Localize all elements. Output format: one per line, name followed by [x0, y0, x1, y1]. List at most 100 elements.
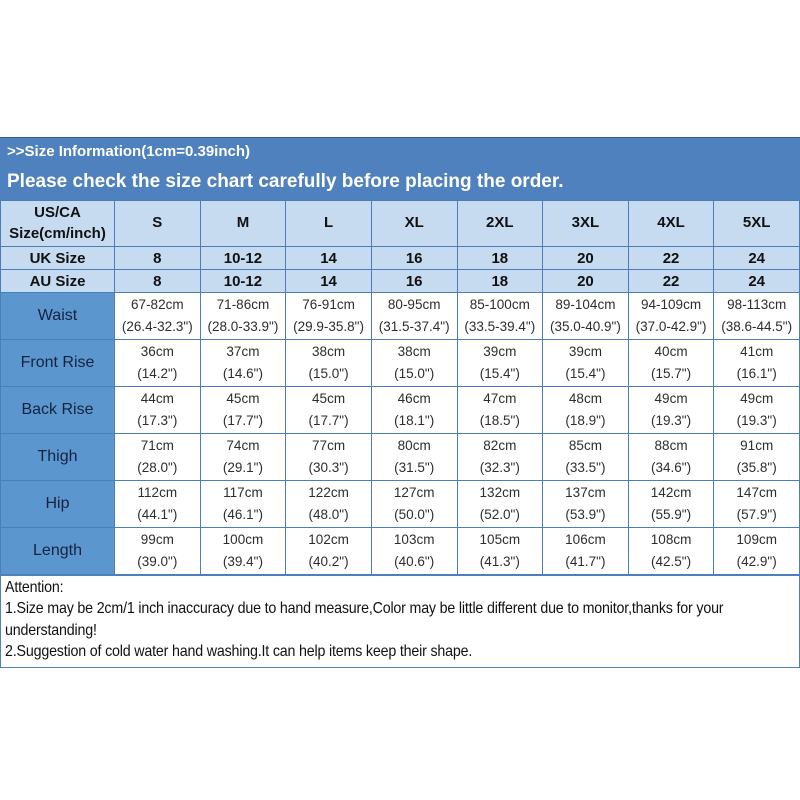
size-number-cell: 20: [542, 269, 629, 293]
uk-size-row: UK Size 8 10-12 14 16 18 20 22 24: [0, 246, 800, 270]
measurement-cm: 147cm: [736, 485, 777, 501]
measurement-cm: 45cm: [312, 391, 346, 407]
row-label-waist: Waist: [0, 292, 115, 340]
size-col-header: L: [285, 200, 372, 247]
size-chart-content: >>Size Information(1cm=0.39inch) Please …: [0, 137, 800, 669]
measurement-cell: 39cm (15.4"): [456, 339, 544, 387]
measurement-cell: 85-100cm (33.5-39.4"): [456, 292, 544, 340]
measurement-cell: 147cm (57.9"): [713, 480, 800, 528]
measurement-inch: (35.0-40.9"): [550, 319, 621, 334]
measurement-cm: 99cm: [140, 532, 174, 548]
measurement-cell: 100cm (39.4"): [199, 527, 287, 575]
measure-row-waist: Waist 67-82cm (26.4-32.3") 71-86cm (28.0-33.…: [0, 292, 800, 340]
measurement-cm: 91cm: [740, 438, 774, 454]
measurement-inch: (33.5-39.4"): [464, 319, 536, 334]
measurement-cm: 106cm: [565, 532, 606, 548]
measurement-inch: (52.0"): [479, 507, 520, 522]
measurement-inch: (31.5-37.4"): [378, 319, 450, 334]
measurement-inch: (30.3"): [308, 460, 349, 475]
measurement-cm: 82cm: [483, 438, 517, 454]
row-label-thigh: Thigh: [0, 433, 115, 481]
measurement-cell: 38cm (15.0"): [370, 339, 458, 387]
measurement-cell: 89-104cm (35.0-40.9"): [542, 292, 629, 340]
measurement-cell: 45cm (17.7"): [285, 386, 372, 434]
size-col-header: M: [199, 200, 287, 247]
measurement-cm: 48cm: [568, 391, 602, 407]
measurement-inch: (39.4"): [222, 554, 263, 569]
measurement-cm: 137cm: [565, 485, 606, 501]
size-col-header: 2XL: [456, 200, 544, 247]
measurement-cm: 85cm: [568, 438, 602, 454]
measurement-cm: 88cm: [654, 438, 688, 454]
measurement-inch: (17.7"): [308, 413, 349, 428]
measurement-cm: 108cm: [650, 532, 692, 548]
measurement-inch: (50.0"): [394, 507, 435, 522]
measurement-cm: 36cm: [140, 344, 174, 360]
measurement-inch: (31.5"): [394, 460, 435, 475]
measure-row-front-rise: Front Rise 36cm (14.2") 37cm (14.6") 38cm (15.…: [0, 339, 800, 387]
size-number-cell: 14: [285, 269, 372, 293]
measurement-cell: 80-95cm (31.5-37.4"): [370, 292, 458, 340]
measurement-cm: 76-91cm: [302, 297, 355, 313]
measurement-cm: 77cm: [312, 438, 346, 454]
measurement-inch: (57.9"): [736, 507, 777, 522]
measurement-cm: 49cm: [740, 391, 774, 407]
measurement-cell: 132cm (52.0"): [456, 480, 544, 528]
measurement-cell: 82cm (32.3"): [456, 433, 544, 481]
measurement-cell: 76-91cm (29.9-35.8"): [285, 292, 372, 340]
measurement-cell: 99cm (39.0"): [114, 527, 201, 575]
attention-note-2: 2.Suggestion of cold water hand washing.…: [5, 642, 473, 660]
measurement-cm: 40cm: [654, 344, 688, 360]
measurement-cell: 49cm (19.3"): [627, 386, 715, 434]
measurement-cell: 38cm (15.0"): [285, 339, 372, 387]
size-info-header: >>Size Information(1cm=0.39inch): [0, 137, 800, 165]
measurement-inch: (18.9"): [565, 413, 606, 428]
row-label-front-rise: Front Rise: [0, 339, 115, 387]
measurement-inch: (40.6"): [394, 554, 435, 569]
row-label-hip: Hip: [0, 480, 115, 528]
measurement-inch: (40.2"): [308, 554, 349, 569]
notice-banner: Please check the size chart carefully be…: [0, 165, 800, 200]
measure-row-hip: Hip 112cm (44.1") 117cm (46.1") 122cm (48.0") 1…: [0, 480, 800, 528]
measurement-cm: 109cm: [736, 532, 777, 548]
measurement-inch: (34.6"): [651, 460, 692, 475]
measurement-cell: 41cm (16.1"): [713, 339, 800, 387]
measurement-cm: 49cm: [654, 391, 688, 407]
measurement-cm: 44cm: [140, 391, 174, 407]
measurement-inch: (55.9"): [651, 507, 692, 522]
measurement-inch: (53.9"): [565, 507, 606, 522]
measurement-cm: 89-104cm: [555, 297, 616, 313]
measurement-inch: (33.5"): [565, 460, 606, 475]
measurement-inch: (29.9-35.8"): [293, 319, 364, 334]
measurement-inch: (42.5"): [651, 554, 692, 569]
measurement-inch: (26.4-32.3"): [121, 319, 193, 334]
measurement-cm: 71-86cm: [216, 297, 270, 313]
measurement-inch: (44.1"): [137, 507, 178, 522]
measurement-cell: 103cm (40.6"): [370, 527, 458, 575]
size-number-cell: 22: [627, 269, 715, 293]
measurement-cell: 142cm (55.9"): [627, 480, 715, 528]
measurement-inch: (48.0"): [308, 507, 349, 522]
measurement-inch: (46.1"): [222, 507, 263, 522]
measurement-cell: 71-86cm (28.0-33.9"): [199, 292, 287, 340]
measurement-cm: 100cm: [222, 532, 264, 548]
measurement-cell: 105cm (41.3"): [456, 527, 544, 575]
measurement-cm: 85-100cm: [469, 297, 530, 313]
measurement-inch: (39.0"): [137, 554, 178, 569]
measurement-cm: 46cm: [397, 391, 431, 407]
measurement-cm: 41cm: [740, 344, 774, 360]
measurement-cell: 71cm (28.0"): [114, 433, 201, 481]
measurement-inch: (41.3"): [479, 554, 520, 569]
measurement-cell: 40cm (15.7"): [627, 339, 715, 387]
size-number-cell: 16: [370, 269, 458, 293]
measurement-cm: 94-109cm: [641, 297, 702, 313]
attention-text: Attention: 1.Size may be 2cm/1 inch inac…: [5, 577, 796, 662]
measurement-cell: 36cm (14.2"): [114, 339, 201, 387]
corner-line1: US/CA: [34, 204, 81, 222]
size-number-cell: 18: [456, 246, 544, 270]
measurement-cm: 39cm: [483, 344, 517, 360]
measurement-inch: (35.8"): [736, 460, 777, 475]
measurement-cell: 77cm (30.3"): [285, 433, 372, 481]
measurement-cm: 39cm: [568, 344, 602, 360]
corner-line2: Size(cm/inch): [9, 224, 106, 242]
